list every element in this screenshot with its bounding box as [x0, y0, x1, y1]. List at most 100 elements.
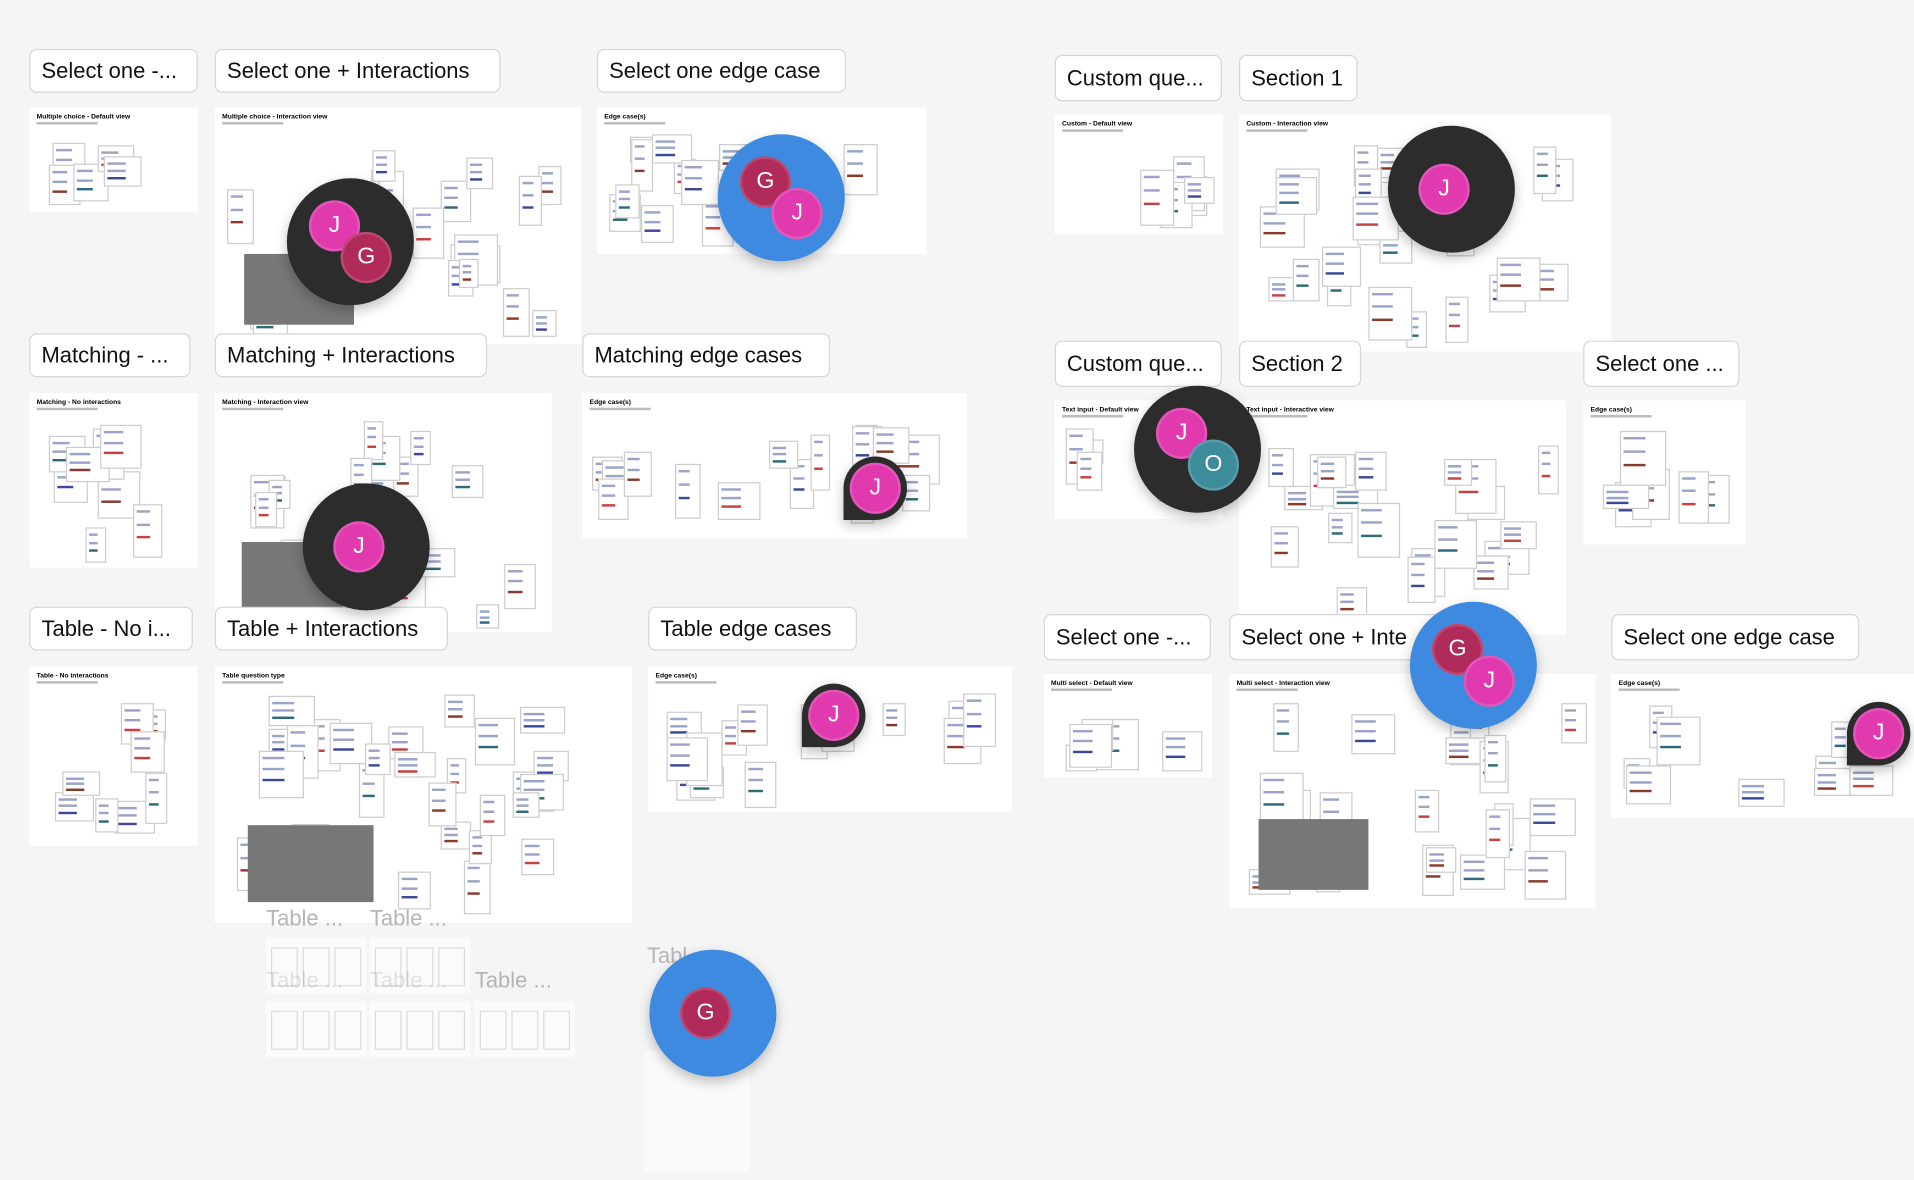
mini-card: [1321, 246, 1362, 287]
avatar-initial: J: [1853, 708, 1905, 760]
mini-card: [623, 451, 653, 497]
mini-bar: [1477, 561, 1494, 565]
mini-bar: [1500, 263, 1521, 266]
mini-bar: [262, 767, 284, 771]
mini-bar: [272, 735, 285, 738]
mini-bar: [423, 560, 441, 564]
mini-bar: [1453, 730, 1468, 734]
mini-bar: [103, 441, 123, 445]
mini-bar: [1354, 729, 1376, 733]
mini-bar: [1503, 526, 1521, 530]
section-label: Table - No i...: [29, 606, 193, 651]
frame-title: Custom - Default view: [1062, 120, 1133, 129]
ghost-label: Table ...: [474, 968, 552, 993]
mini-bar: [1623, 436, 1646, 440]
mini-bar: [1166, 755, 1185, 759]
mini-card: [372, 150, 396, 182]
mini-bar: [362, 795, 375, 798]
mini-bar: [1463, 868, 1485, 872]
mini-card: [85, 527, 107, 563]
mini-bar: [1537, 152, 1548, 155]
mini-bar: [1503, 540, 1521, 543]
mini-bar: [88, 533, 99, 536]
frame-title: Edge case(s): [589, 399, 632, 407]
mini-bar: [1458, 491, 1478, 494]
mini-bar: [644, 220, 660, 224]
mini-bar: [398, 769, 418, 773]
mini-bar: [443, 833, 458, 836]
mini-bar: [847, 162, 864, 165]
mini-card: [1656, 716, 1701, 766]
mini-bar: [467, 892, 481, 896]
mini-bar: [523, 788, 545, 791]
section-label: Select one ...: [1583, 340, 1740, 387]
mini-bar: [1354, 720, 1376, 724]
mini-bar: [1272, 288, 1286, 291]
mini-bar: [368, 764, 381, 767]
mini-bar: [1288, 497, 1307, 501]
mini-bar: [66, 777, 84, 780]
mini-bar: [88, 549, 99, 553]
avatar-initial: G: [340, 231, 392, 284]
frame-title: Table - No interactions: [36, 672, 109, 680]
mini-bar: [1372, 292, 1394, 295]
mini-card: [1533, 146, 1557, 194]
mini-bar: [1358, 191, 1371, 195]
mini-bar: [452, 274, 464, 278]
mini-bar: [1380, 167, 1395, 171]
mini-bar: [1276, 720, 1289, 724]
mini-bar: [537, 770, 554, 774]
mini-bar: [369, 462, 386, 466]
collaborator-cursor: G: [649, 949, 777, 1077]
mini-bar: [362, 782, 375, 785]
mini-bar: [772, 453, 787, 456]
mini-bar: [1372, 318, 1394, 321]
mini-bar: [1296, 264, 1309, 267]
mini-card: [410, 430, 431, 466]
mini-bar: [136, 523, 150, 526]
mini-bar: [1477, 577, 1494, 580]
mini-card: [364, 743, 391, 776]
avatar-initial: G: [679, 987, 732, 1039]
mini-bar: [1438, 549, 1458, 552]
mini-card: [104, 156, 142, 187]
mini-bar: [402, 878, 418, 881]
mini-bar: [793, 465, 805, 468]
mini-bar: [290, 731, 305, 735]
mini-bar: [1187, 195, 1202, 198]
mini-bar: [1079, 476, 1092, 479]
mini-card: [737, 704, 769, 747]
mini-bar: [876, 442, 894, 445]
mini-bar: [855, 431, 870, 435]
mini-bar: [1489, 815, 1501, 818]
mini-bar: [1356, 202, 1379, 206]
mini-card: [1271, 526, 1300, 568]
mini-bar: [1166, 746, 1185, 749]
mini-bar: [1079, 457, 1092, 461]
mini-bar: [57, 486, 74, 489]
mini-card: [1602, 484, 1649, 510]
mini-bar: [99, 819, 110, 823]
mini-card: [270, 947, 298, 987]
mini-bar: [670, 753, 690, 757]
mini-bar: [450, 781, 460, 784]
mini-card: [1076, 451, 1103, 492]
mini-card: [1619, 430, 1666, 487]
mini-bar: [396, 472, 409, 475]
mini-bar: [1325, 262, 1345, 265]
mini-bar: [1629, 789, 1652, 793]
mini-bar: [1296, 284, 1309, 288]
mini-bar: [1488, 547, 1510, 550]
mini-card: [479, 1010, 507, 1050]
mini-bar: [1336, 495, 1359, 499]
frame-subtitle: [1236, 688, 1298, 691]
mini-bar: [1263, 790, 1285, 794]
mini-bar: [479, 616, 491, 619]
mini-bar: [535, 316, 547, 319]
section-label: Select one + Interactions: [214, 48, 501, 93]
mini-bar: [1659, 734, 1681, 737]
mini-bar: [618, 190, 630, 193]
mini-bar: [678, 496, 691, 499]
mini-card: [504, 563, 536, 610]
